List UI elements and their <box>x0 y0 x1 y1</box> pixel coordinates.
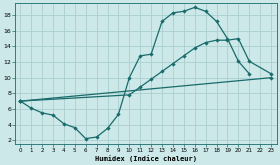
X-axis label: Humidex (Indice chaleur): Humidex (Indice chaleur) <box>95 155 197 162</box>
